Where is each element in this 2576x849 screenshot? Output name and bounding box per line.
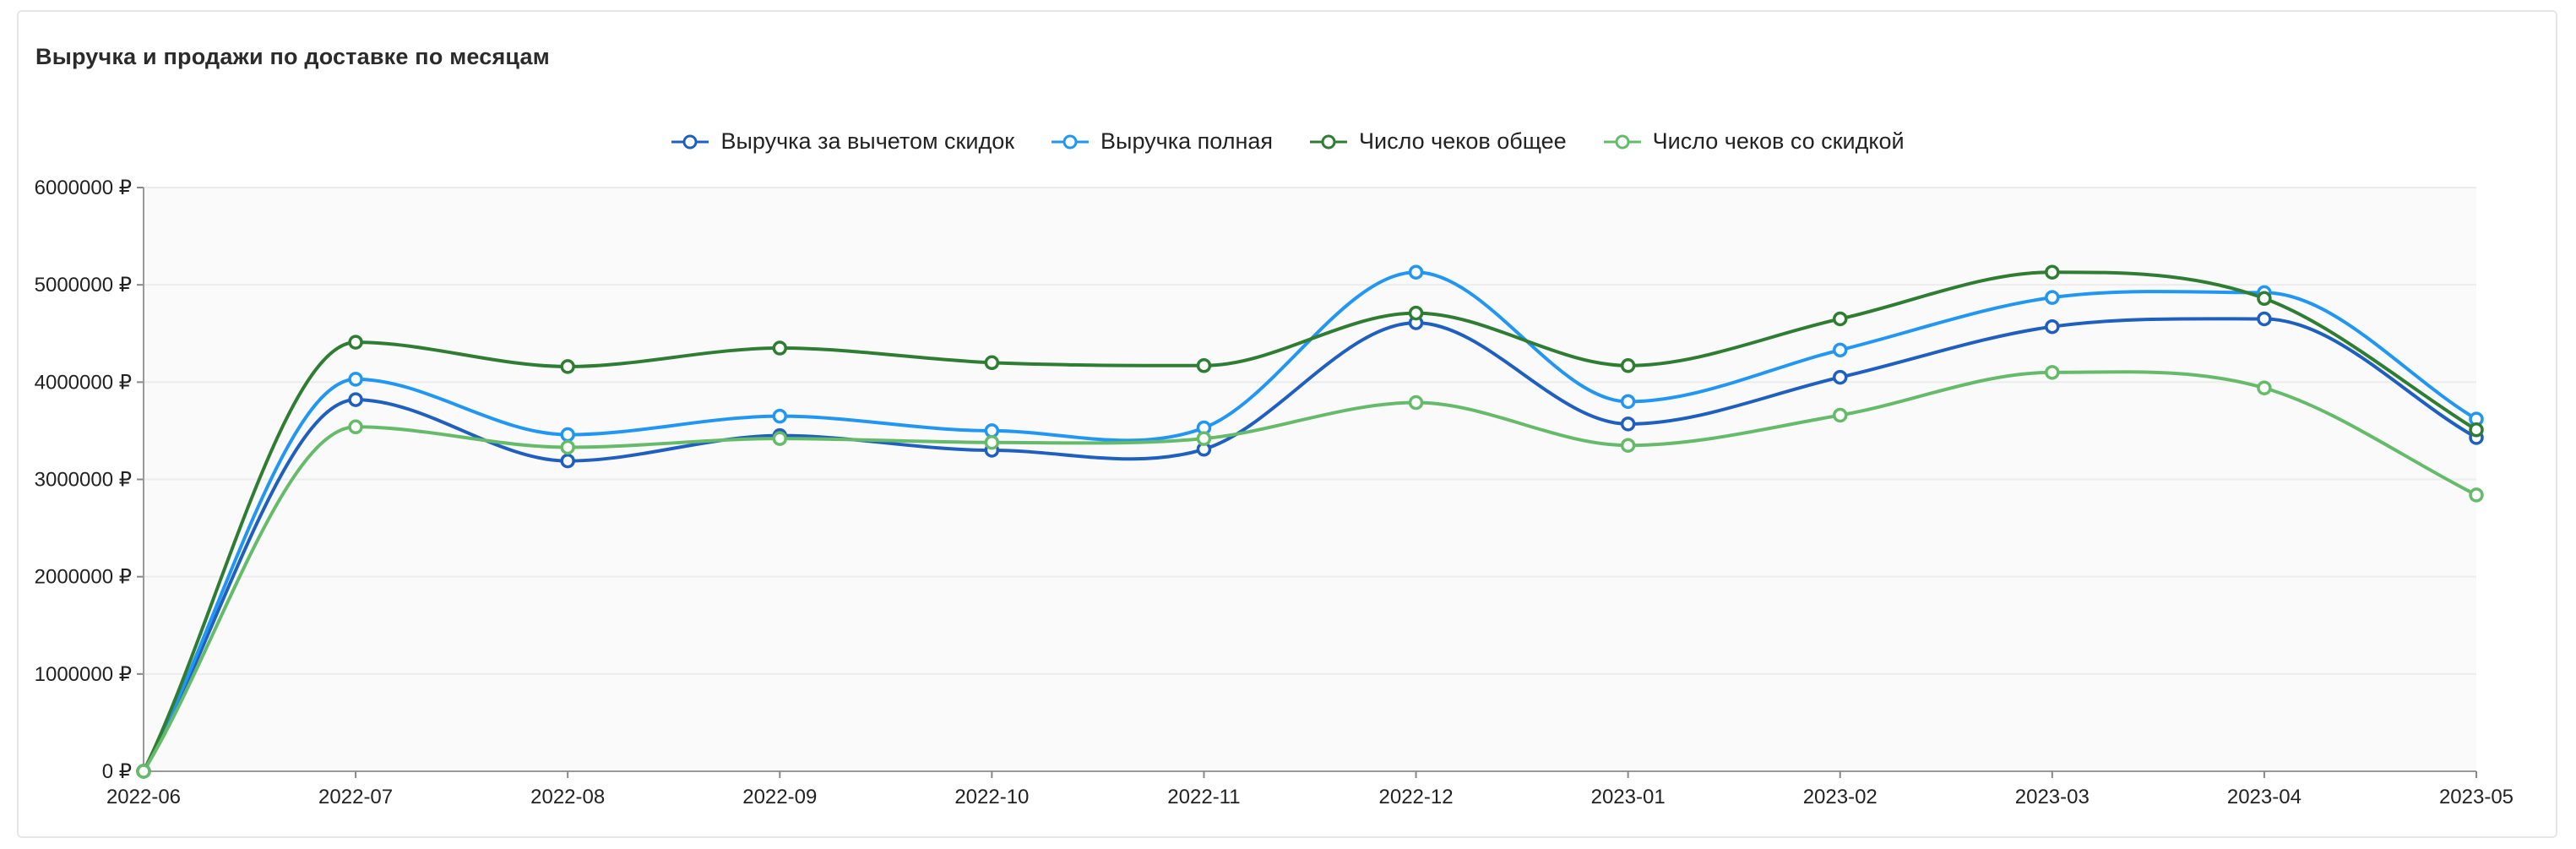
x-tick-label: 2023-05	[2439, 786, 2514, 808]
y-tick-label: 6000000 ₽	[35, 177, 132, 199]
x-tick-label: 2022-08	[530, 786, 605, 808]
data-point-s4	[136, 764, 151, 779]
data-point-s2	[560, 427, 575, 443]
data-point-s3	[2257, 291, 2272, 307]
x-tick-label: 2023-04	[2227, 786, 2302, 808]
legend-label: Выручка полная	[1101, 128, 1273, 154]
data-point-s2	[1620, 394, 1636, 410]
y-tick-label: 2000000 ₽	[35, 566, 132, 589]
x-tick-label: 2022-11	[1167, 786, 1240, 808]
data-point-s2	[984, 423, 1000, 438]
data-point-s1	[1620, 416, 1636, 432]
data-point-s3	[1832, 311, 1848, 327]
x-tick-label: 2022-12	[1379, 786, 1454, 808]
x-tick-label: 2023-01	[1591, 786, 1666, 808]
data-point-s3	[2045, 264, 2060, 280]
data-point-s1	[560, 453, 575, 469]
data-point-s1	[2045, 318, 2060, 335]
series-line-4	[142, 370, 2477, 773]
data-point-s3	[1408, 305, 1424, 321]
series-line-3	[142, 270, 2478, 772]
data-point-s4	[772, 431, 788, 446]
data-point-s3	[1620, 358, 1636, 373]
legend-label: Число чеков общее	[1359, 128, 1567, 154]
legend-marker-icon	[1603, 134, 1641, 149]
x-tick-label: 2022-06	[106, 786, 181, 808]
x-tick-label: 2023-03	[2015, 786, 2090, 808]
data-point-s3	[772, 340, 788, 356]
data-point-s2	[2045, 290, 2060, 305]
legend-item-4[interactable]: Число чеков со скидкой	[1603, 128, 1905, 155]
data-point-s3	[2469, 422, 2484, 438]
data-point-s1	[1832, 369, 1848, 385]
data-point-s4	[984, 434, 1000, 450]
legend-label: Число чеков со скидкой	[1652, 128, 1905, 154]
chart-legend: Выручка за вычетом скидок Выручка полная Ч…	[0, 128, 2576, 155]
legend-marker-icon	[1310, 134, 1347, 149]
y-tick-label: 3000000 ₽	[35, 469, 132, 492]
data-point-s4	[348, 419, 363, 435]
series-line-1	[142, 317, 2477, 772]
data-point-s3	[1196, 358, 1212, 373]
x-tick-label: 2023-02	[1803, 786, 1878, 808]
data-point-s1	[348, 392, 363, 407]
y-tick-label: 4000000 ₽	[35, 371, 132, 394]
data-point-s2	[1408, 264, 1424, 280]
legend-item-2[interactable]: Выручка полная	[1052, 128, 1273, 155]
data-point-s4	[2045, 365, 2060, 380]
legend-item-3[interactable]: Число чеков общее	[1310, 128, 1567, 155]
data-point-s1	[2257, 311, 2272, 327]
data-point-s4	[2257, 380, 2272, 395]
data-point-s4	[1832, 407, 1848, 423]
data-point-s3	[560, 359, 575, 374]
y-tick-label: 5000000 ₽	[35, 274, 132, 297]
data-point-s4	[1196, 431, 1212, 446]
data-point-s2	[772, 408, 788, 424]
chart-title: Выручка и продажи по доставке по месяцам	[35, 44, 550, 69]
y-tick-label: 1000000 ₽	[35, 663, 132, 686]
data-point-s4	[560, 439, 575, 455]
legend-label: Выручка за вычетом скидок	[720, 128, 1015, 154]
x-tick-label: 2022-09	[742, 786, 817, 808]
data-point-s4	[1408, 395, 1424, 411]
data-point-s2	[1832, 342, 1848, 358]
data-point-s3	[348, 335, 363, 350]
x-tick-label: 2022-10	[954, 786, 1029, 808]
data-point-s3	[984, 355, 1000, 371]
data-point-s2	[348, 372, 363, 387]
data-point-s4	[1620, 438, 1636, 453]
data-point-s4	[2469, 487, 2484, 503]
legend-marker-icon	[1052, 134, 1090, 149]
legend-marker-icon	[671, 134, 709, 149]
legend-item-1[interactable]: Выручка за вычетом скидок	[671, 128, 1014, 155]
y-tick-label: 0 ₽	[102, 760, 132, 783]
x-tick-label: 2022-07	[318, 786, 393, 808]
